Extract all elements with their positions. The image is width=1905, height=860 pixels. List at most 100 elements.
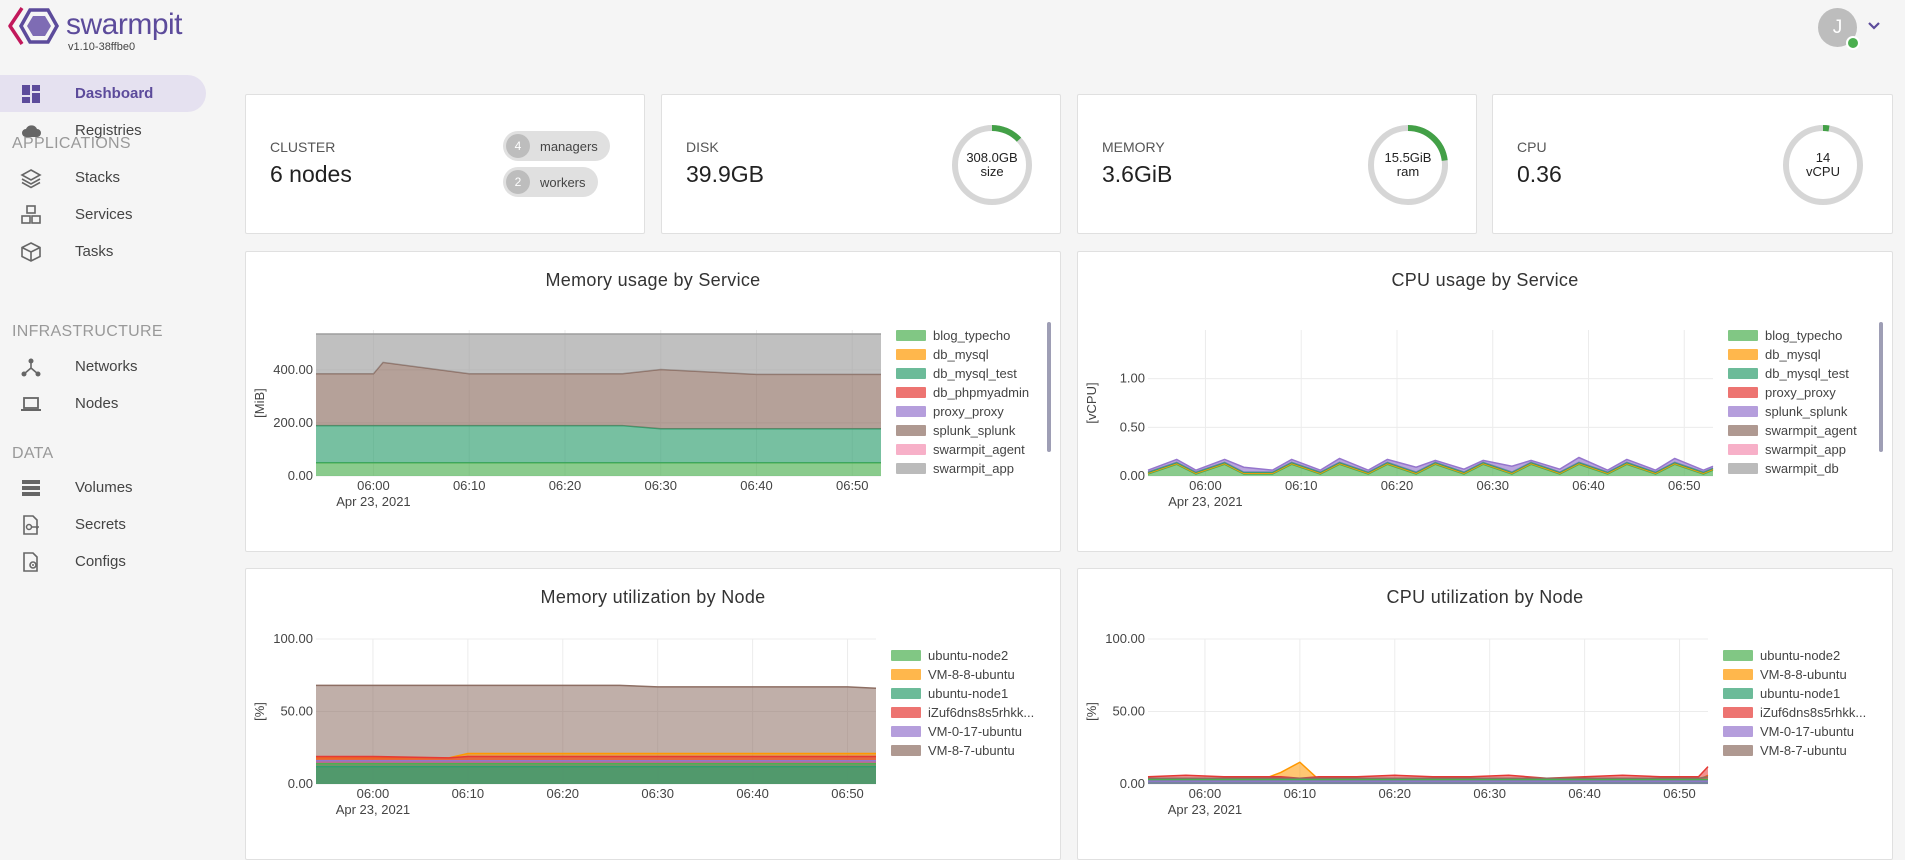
legend-swatch bbox=[896, 443, 926, 455]
section-data: DATA bbox=[12, 445, 54, 462]
sidebar-item-networks[interactable]: Networks bbox=[0, 348, 206, 385]
sidebar-item-secrets[interactable]: Secrets bbox=[0, 506, 206, 543]
gauge-fill bbox=[952, 125, 1032, 205]
sidebar-item-configs[interactable]: Configs bbox=[0, 543, 206, 580]
legend-swatch bbox=[891, 744, 921, 756]
chart-plot: 06:00 06:10 06:20 06:30 06:40 06:50 Apr 23, 20… bbox=[252, 330, 881, 509]
y-tick-label: 50.00 bbox=[1112, 704, 1145, 719]
legend-label: swarmpit_app bbox=[1765, 441, 1846, 457]
legend-item[interactable]: ubuntu-node1 bbox=[1723, 684, 1840, 702]
series-area-blog_typecho[interactable] bbox=[316, 462, 881, 476]
legend-scrollbar[interactable] bbox=[1879, 322, 1883, 452]
legend-item[interactable]: swarmpit_app bbox=[1728, 440, 1846, 458]
sidebar-item-dashboard[interactable]: Dashboard bbox=[0, 75, 206, 112]
swarmpit-logo[interactable]: swarmpit v1.10-38ffbe0 bbox=[8, 6, 228, 53]
user-online-indicator bbox=[1846, 36, 1860, 50]
legend-label: VM-8-8-ubuntu bbox=[928, 666, 1015, 682]
memory-value: 3.6GiB bbox=[1102, 161, 1173, 187]
legend-item[interactable]: splunk_splunk bbox=[896, 421, 1015, 439]
legend-item[interactable]: db_mysql_test bbox=[1728, 364, 1849, 382]
sidebar-item-label: Nodes bbox=[75, 395, 119, 412]
sidebar-item-label: Volumes bbox=[75, 479, 133, 496]
dashboard-icon bbox=[22, 85, 40, 103]
sidebar-item-tasks[interactable]: Tasks bbox=[0, 233, 206, 270]
series-area-blog_typecho[interactable] bbox=[1148, 464, 1713, 476]
legend-item[interactable]: proxy_proxy bbox=[1728, 383, 1836, 401]
legend-item[interactable]: db_mysql_test bbox=[896, 364, 1017, 382]
y-tick-label: 200.00 bbox=[273, 415, 313, 430]
series-line-splunk_splunk bbox=[1147, 456, 1714, 471]
series-line-VM-8-7-ubuntu bbox=[316, 684, 877, 690]
x-tick-label: 06:00 bbox=[357, 786, 390, 801]
legend-item[interactable]: VM-0-17-ubuntu bbox=[891, 722, 1022, 740]
x-tick-label: 06:40 bbox=[736, 786, 769, 801]
cpu-gauge-label: 14 vCPU bbox=[1781, 123, 1865, 207]
legend-item[interactable]: blog_typecho bbox=[896, 326, 1010, 344]
x-tick-label: 06:50 bbox=[836, 478, 869, 493]
sidebar-item-stacks[interactable]: Stacks bbox=[0, 159, 206, 196]
cube-icon bbox=[21, 242, 41, 262]
series-area-ubuntu-node1[interactable] bbox=[316, 766, 876, 784]
legend-label: db_mysql bbox=[933, 346, 989, 362]
legend-item[interactable]: db_mysql bbox=[1728, 345, 1821, 363]
legend-swatch bbox=[896, 329, 926, 341]
legend-item[interactable]: splunk_splunk bbox=[1728, 402, 1847, 420]
series-area-splunk_splunk[interactable] bbox=[316, 362, 881, 429]
legend-item[interactable]: VM-8-7-ubuntu bbox=[1723, 741, 1847, 759]
legend-swatch bbox=[896, 367, 926, 379]
chart-title: CPU usage by Service bbox=[1391, 270, 1579, 290]
legend-item[interactable]: VM-0-17-ubuntu bbox=[1723, 722, 1854, 740]
cluster-card[interactable]: CLUSTER 6 nodes 4 managers 2 workers bbox=[245, 94, 645, 234]
legend-item[interactable]: VM-8-7-ubuntu bbox=[891, 741, 1015, 759]
sidebar-item-registries[interactable]: Registries bbox=[0, 112, 206, 149]
memory-card[interactable]: MEMORY 3.6GiB 15.5GiB ram bbox=[1077, 94, 1477, 234]
y-axis-label: [%] bbox=[252, 702, 267, 721]
legend-item[interactable]: iZuf6dns8s5rhkk... bbox=[1723, 703, 1866, 721]
legend-label: ubuntu-node2 bbox=[928, 647, 1009, 663]
legend-swatch bbox=[1723, 725, 1753, 737]
legend-scrollbar[interactable] bbox=[1047, 322, 1051, 452]
legend-item[interactable]: blog_typecho bbox=[1728, 326, 1842, 344]
x-tick-label: 06:10 bbox=[1284, 786, 1317, 801]
sidebar-item-services[interactable]: Services bbox=[0, 196, 206, 233]
legend-item[interactable]: swarmpit_agent bbox=[1728, 421, 1857, 439]
series-area-db_mysql_test[interactable] bbox=[316, 425, 881, 463]
y-tick-label: 100.00 bbox=[1105, 631, 1145, 646]
disk-card[interactable]: DISK 39.9GB 308.0GB size bbox=[661, 94, 1061, 234]
cloud-icon bbox=[22, 125, 41, 137]
chevron-down-icon[interactable] bbox=[1866, 18, 1882, 34]
cpu-card[interactable]: CPU 0.36 14 vCPU bbox=[1492, 94, 1893, 234]
x-date-label: Apr 23, 2021 bbox=[336, 802, 410, 817]
legend-item[interactable]: swarmpit_db bbox=[1728, 459, 1839, 477]
legend-swatch bbox=[1728, 329, 1758, 341]
legend-item[interactable]: swarmpit_app bbox=[896, 459, 1014, 477]
legend-item[interactable]: iZuf6dns8s5rhkk... bbox=[891, 703, 1034, 721]
series-line-iZuf6dns8s5rhkk... bbox=[1147, 766, 1709, 779]
legend-item[interactable]: ubuntu-node2 bbox=[891, 646, 1008, 664]
sidebar-item-nodes[interactable]: Nodes bbox=[0, 385, 206, 422]
legend-item[interactable]: ubuntu-node1 bbox=[891, 684, 1008, 702]
legend-item[interactable]: ubuntu-node2 bbox=[1723, 646, 1840, 664]
memory-gauge-label: 15.5GiB ram bbox=[1366, 123, 1450, 207]
legend-item[interactable]: VM-8-8-ubuntu bbox=[1723, 665, 1847, 683]
legend-swatch bbox=[896, 405, 926, 417]
legend-item[interactable]: proxy_proxy bbox=[896, 402, 1004, 420]
swarmpit-logo-icon bbox=[8, 7, 60, 45]
sidebar-item-volumes[interactable]: Volumes bbox=[0, 469, 206, 506]
legend-item[interactable]: swarmpit_agent bbox=[896, 440, 1025, 458]
gauge-fill bbox=[1783, 125, 1863, 205]
legend-label: proxy_proxy bbox=[1765, 384, 1836, 400]
cluster-value: 6 nodes bbox=[270, 161, 352, 187]
legend-item[interactable]: db_mysql bbox=[896, 345, 989, 363]
x-tick-label: 06:30 bbox=[1473, 786, 1506, 801]
chart-title: Memory utilization by Node bbox=[540, 587, 766, 607]
legend-item[interactable]: db_phpmyadmin bbox=[896, 383, 1029, 401]
x-date-label: Apr 23, 2021 bbox=[1168, 802, 1242, 817]
series-area-swarmpit_app[interactable] bbox=[316, 333, 881, 375]
legend-label: VM-0-17-ubuntu bbox=[1760, 723, 1854, 739]
legend-swatch bbox=[891, 687, 921, 699]
gauge-fill bbox=[1368, 125, 1448, 205]
legend-swatch bbox=[1723, 744, 1753, 756]
legend-item[interactable]: VM-8-8-ubuntu bbox=[891, 665, 1015, 683]
y-tick-label: 50.00 bbox=[280, 704, 313, 719]
